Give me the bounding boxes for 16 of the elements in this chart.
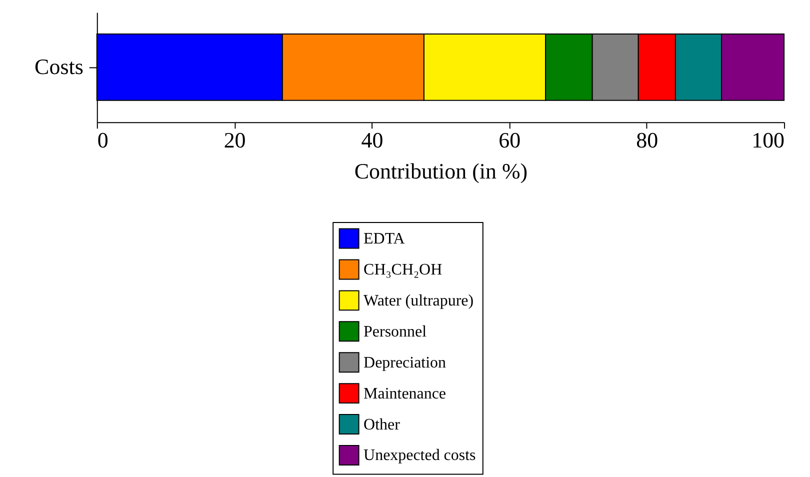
- x-tick-label: 100: [752, 128, 785, 153]
- legend-label: Maintenance: [364, 385, 446, 402]
- y-tick-label: Costs: [34, 54, 84, 80]
- legend-label: Depreciation: [364, 354, 446, 372]
- legend-label: Water (ultrapure): [364, 292, 474, 310]
- legend-label: CH₃CH₂OH: [364, 261, 443, 278]
- x-tick-label: 40: [361, 128, 384, 153]
- legend-label: Personnel: [364, 323, 428, 340]
- x-tick-label: 80: [636, 128, 658, 153]
- x-tick-label: 20: [224, 128, 246, 153]
- x-axis-title: Contribution (in %): [354, 158, 528, 184]
- legend-label: Other: [364, 416, 401, 434]
- legend-label: EDTA: [364, 230, 406, 248]
- legend-label: Unexpected costs: [364, 447, 476, 464]
- x-tick-label: 60: [498, 128, 521, 153]
- x-tick-label: 0: [97, 128, 108, 153]
